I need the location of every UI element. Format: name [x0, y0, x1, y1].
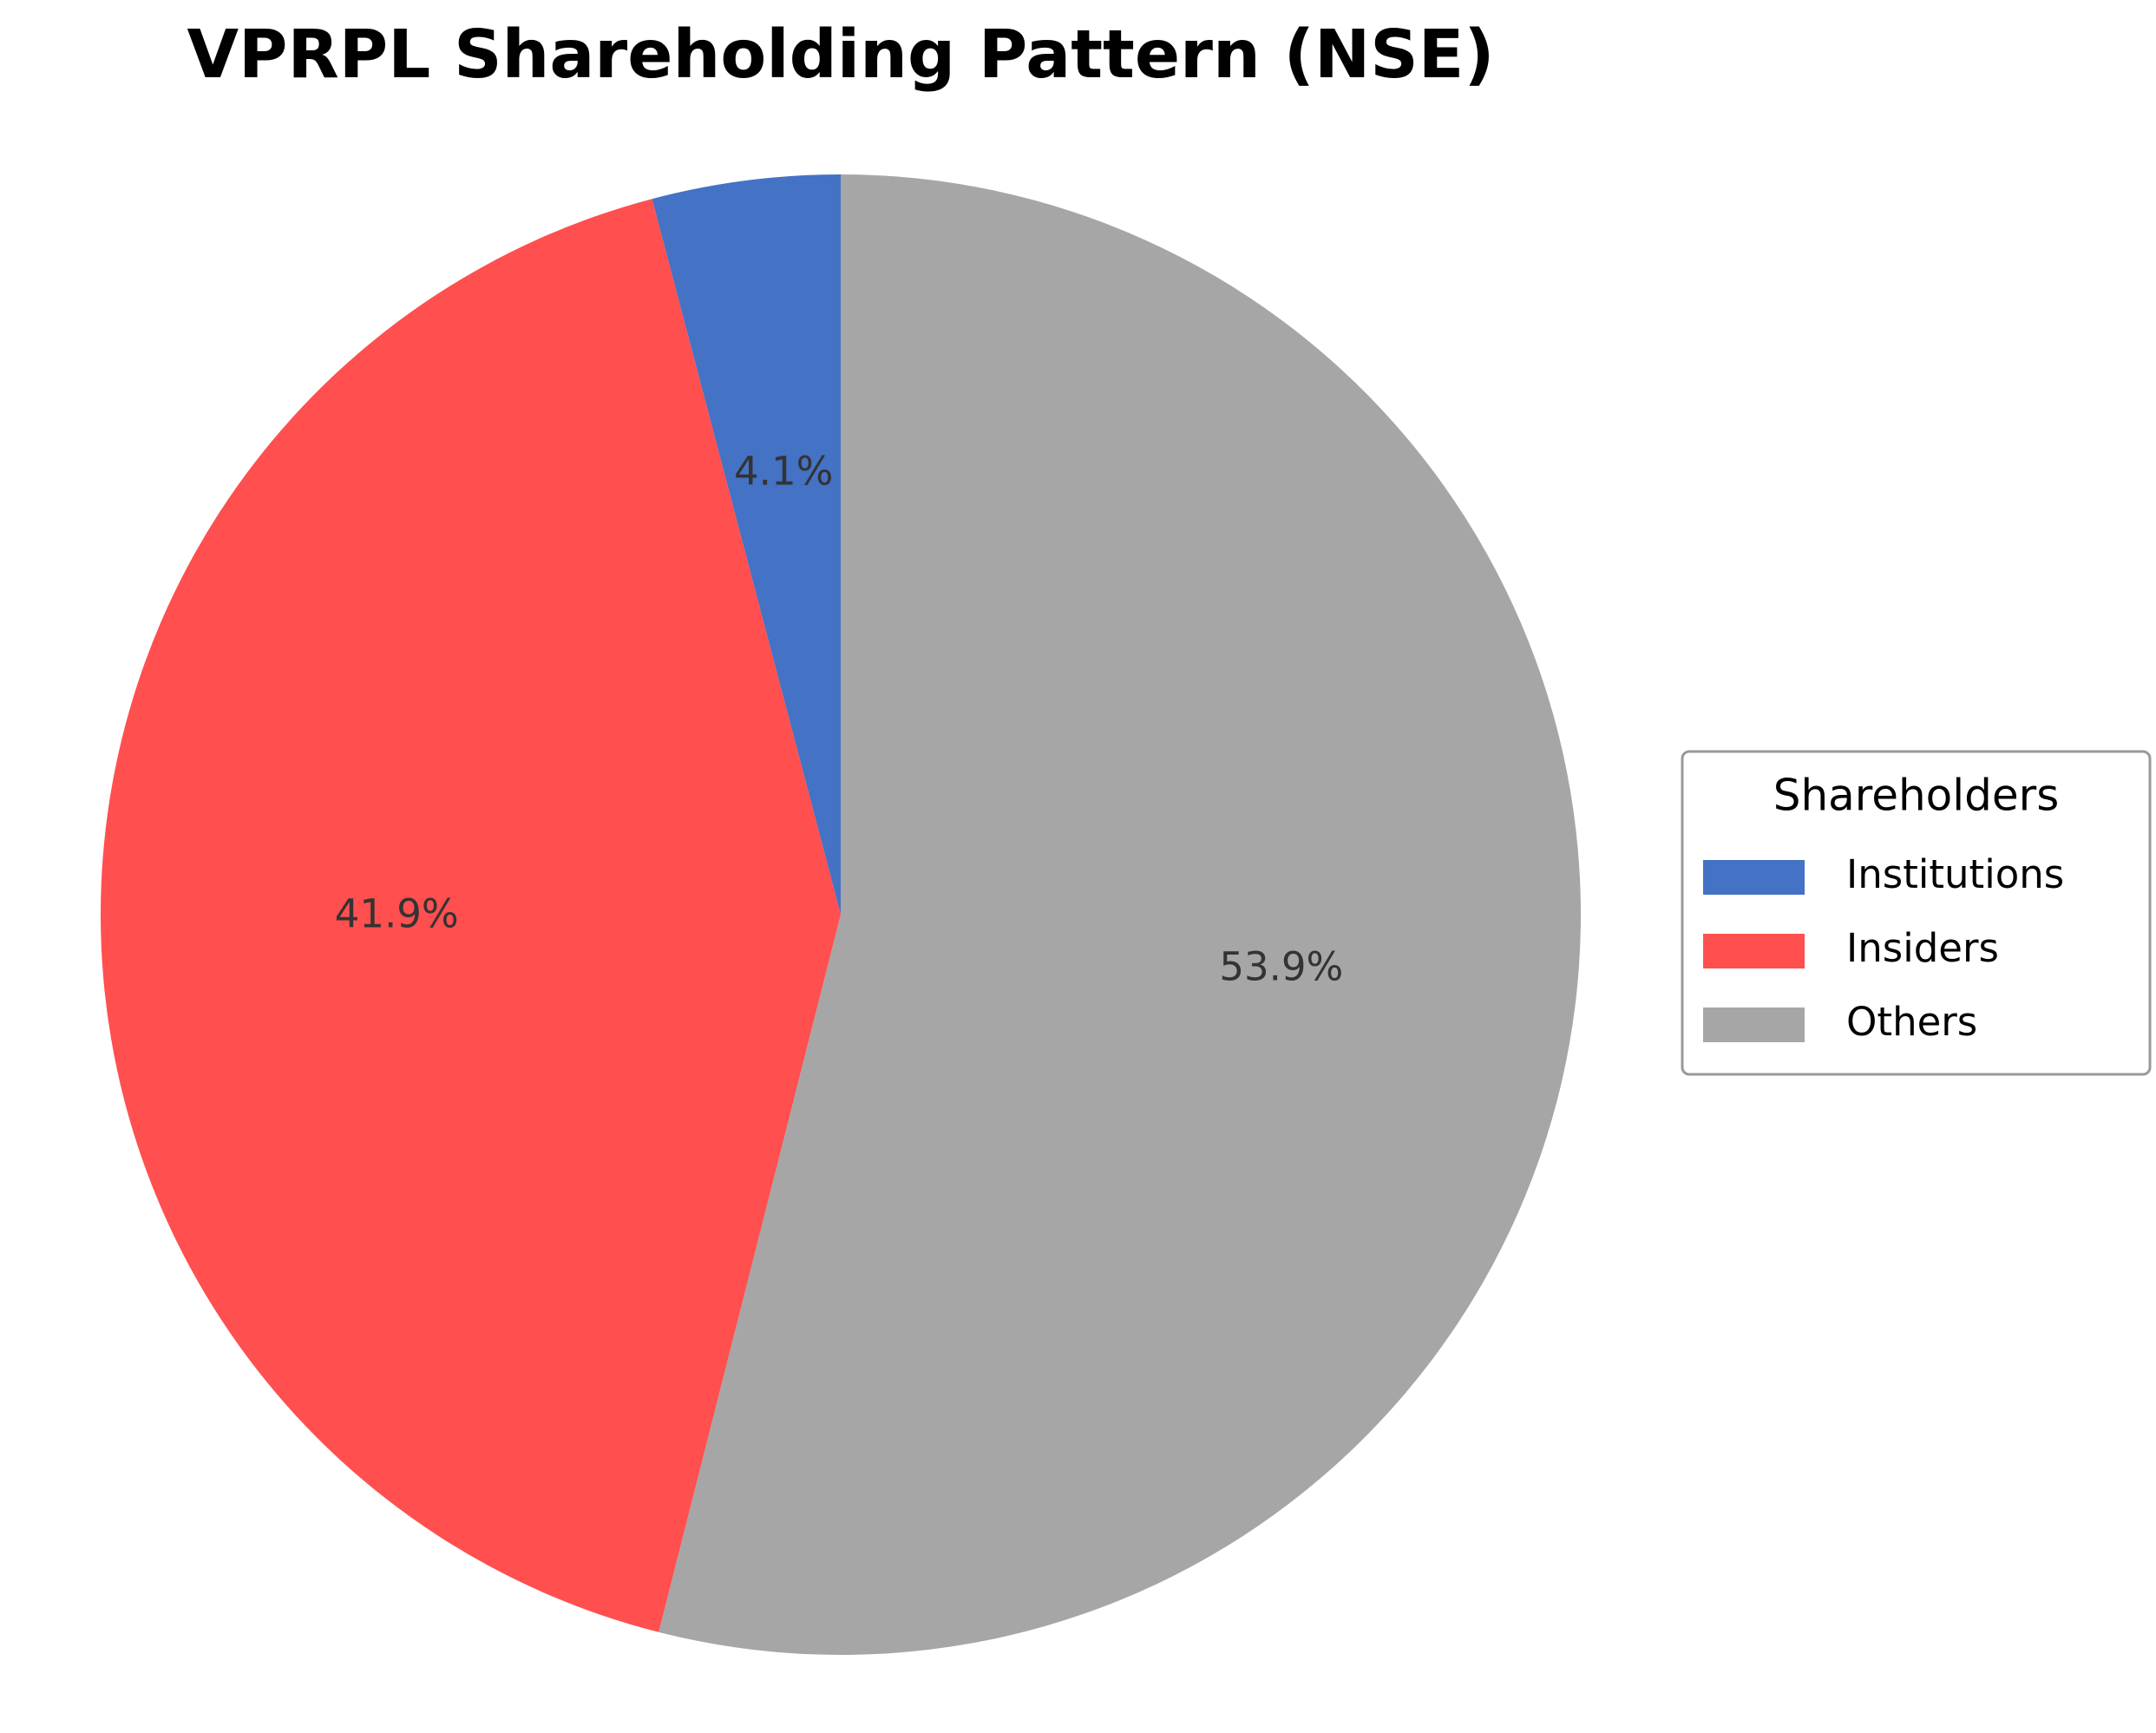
slice-label: 53.9%	[1219, 943, 1343, 989]
pie-slice	[101, 199, 841, 1632]
legend-title: Shareholders	[1773, 771, 2060, 821]
legend-swatch	[1703, 860, 1805, 895]
legend-label: Insiders	[1846, 925, 1999, 971]
legend-swatch	[1703, 934, 1805, 968]
chart-title: VPRPL Shareholding Pattern (NSE)	[187, 16, 1494, 94]
legend-swatch	[1703, 1008, 1805, 1042]
slice-label: 41.9%	[335, 890, 459, 936]
pie-slice	[652, 174, 841, 915]
slice-label: 4.1%	[734, 448, 833, 494]
legend-label: Institutions	[1846, 851, 2064, 897]
legend-label: Others	[1846, 999, 1977, 1045]
legend-box	[1681, 750, 2152, 1076]
pie-slice	[659, 174, 1582, 1656]
